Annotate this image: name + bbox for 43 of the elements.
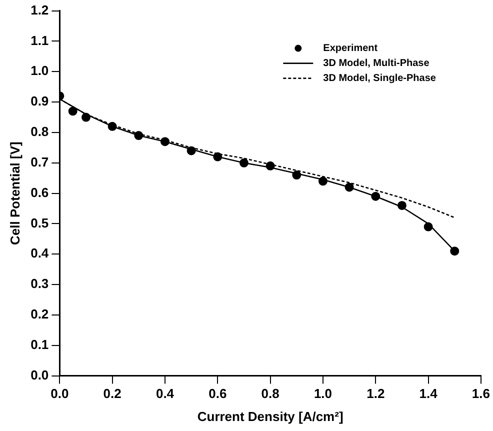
y-tick-label: 0.4 bbox=[30, 246, 50, 261]
point bbox=[450, 246, 460, 256]
point bbox=[160, 137, 170, 146]
y-tick-label: 0.9 bbox=[30, 94, 49, 109]
point bbox=[82, 112, 91, 122]
x-tick-label: 1.2 bbox=[366, 386, 385, 402]
point bbox=[424, 222, 433, 232]
point bbox=[213, 152, 222, 162]
y-tick-label: 0.3 bbox=[30, 276, 49, 292]
y-axis-title: Cell Potential [V] bbox=[7, 142, 22, 245]
x-axis-title: Current Density [A/cm²] bbox=[197, 408, 344, 424]
y-tick-label: 0.8 bbox=[30, 124, 49, 140]
x-tick-label: 0.6 bbox=[208, 386, 227, 402]
point bbox=[68, 106, 78, 116]
legend-label: 3D Model, Multi-Phase bbox=[323, 58, 430, 70]
x-tick-label: 1.4 bbox=[419, 386, 438, 402]
point bbox=[397, 200, 406, 210]
point bbox=[134, 131, 144, 140]
point bbox=[108, 122, 117, 131]
x-tick-label: 0.8 bbox=[261, 386, 280, 402]
y-tick-label: 0.6 bbox=[30, 184, 49, 200]
y-tick-label: 0.2 bbox=[30, 306, 49, 322]
point bbox=[318, 176, 328, 186]
legend-label: Experiment bbox=[323, 43, 378, 54]
y-tick-label: 0.0 bbox=[30, 367, 49, 382]
y-tick-label: 0.7 bbox=[30, 154, 49, 170]
legend-label: 3D Model, Single-Phase bbox=[323, 73, 436, 84]
y-tick-label: 0.1 bbox=[30, 336, 49, 352]
x-tick-label: 0.2 bbox=[103, 386, 122, 402]
x-tick-label: 1.0 bbox=[314, 386, 332, 402]
point bbox=[239, 158, 248, 168]
x-tick-label: 1.6 bbox=[472, 386, 490, 402]
point bbox=[371, 192, 380, 201]
x-tick-label: 0.4 bbox=[156, 386, 175, 402]
point bbox=[344, 182, 354, 192]
point bbox=[292, 170, 302, 180]
y-tick-label: 1.0 bbox=[30, 63, 49, 78]
point bbox=[266, 161, 275, 170]
y-tick-label: 1.1 bbox=[30, 32, 49, 48]
y-tick-label: 1.2 bbox=[30, 2, 49, 18]
y-tick-label: 0.5 bbox=[30, 215, 49, 230]
point bbox=[186, 146, 196, 156]
x-tick-label: 0.0 bbox=[50, 386, 69, 402]
